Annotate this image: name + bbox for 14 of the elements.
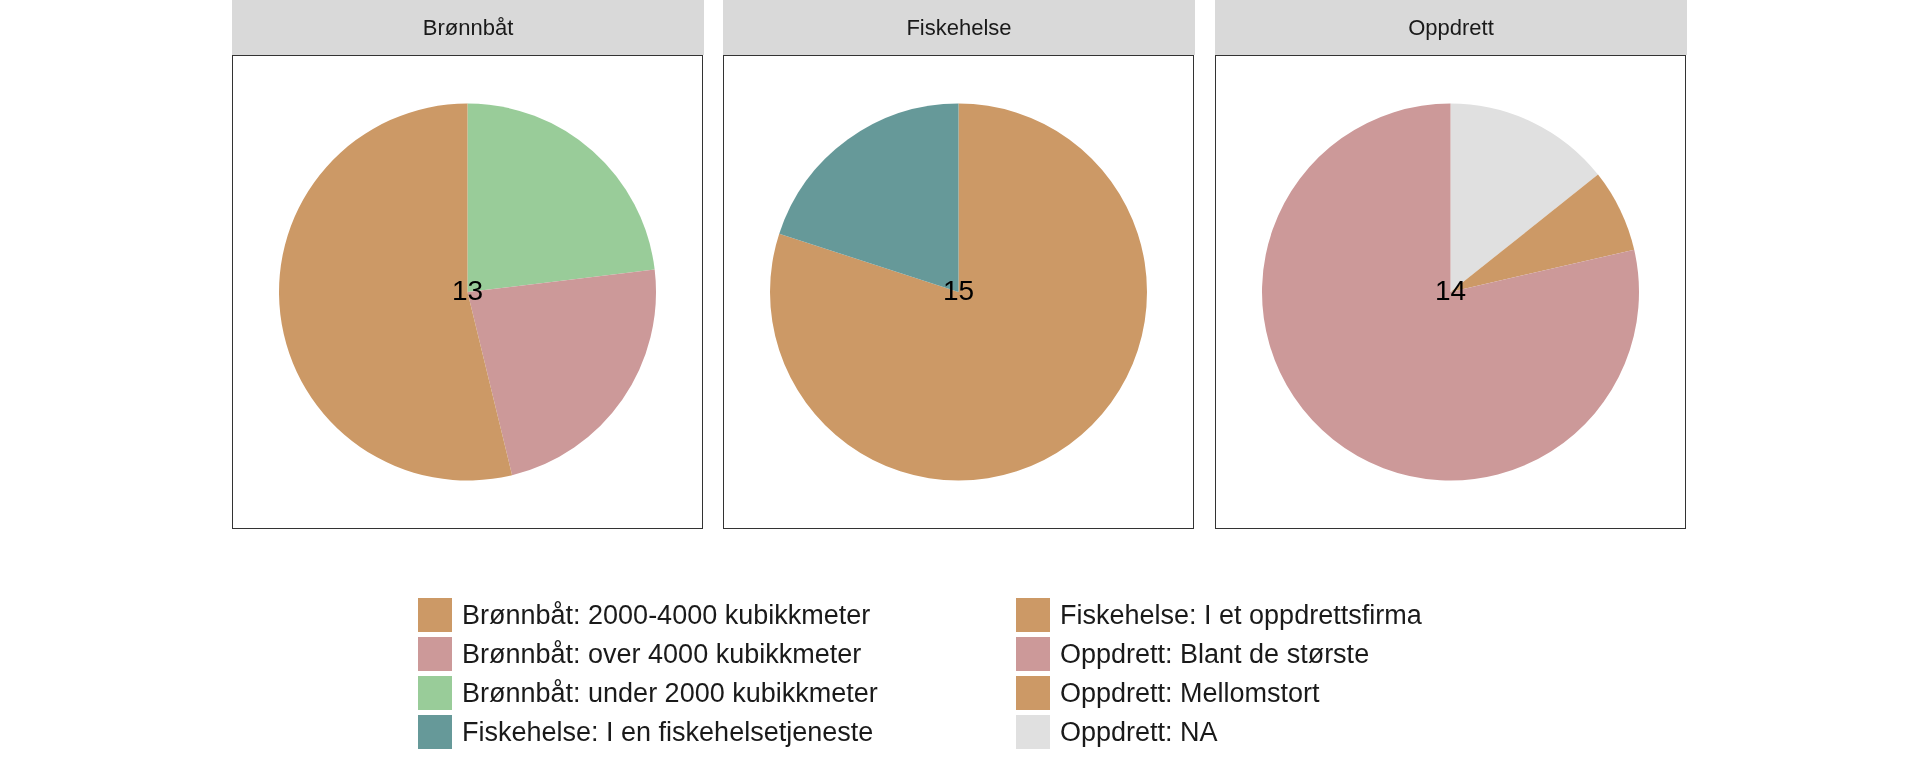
legend-label: Brønnbåt: over 4000 kubikkmeter (462, 638, 862, 670)
legend-label: Brønnbåt: under 2000 kubikkmeter (462, 677, 878, 709)
legend-label: Oppdrett: Mellomstort (1060, 677, 1320, 709)
text: 15 (942, 274, 975, 306)
legend-label: Fiskehelse: I et oppdrettsfirma (1060, 599, 1422, 631)
legend-label: Oppdrett: Blant de største (1060, 638, 1370, 670)
legend-label: Fiskehelse: I en fiskehelsetjeneste (462, 716, 874, 748)
text: 13 (451, 274, 484, 306)
legend-label: Oppdrett: NA (1060, 716, 1218, 748)
legend-label: Brønnbåt: 2000-4000 kubikkmeter (462, 599, 871, 631)
chart-title: Brønnbåt (232, 0, 704, 55)
chart-title: Fiskehelse (723, 0, 1195, 55)
chart-title: Oppdrett (1215, 0, 1687, 55)
text: 14 (1434, 274, 1467, 306)
